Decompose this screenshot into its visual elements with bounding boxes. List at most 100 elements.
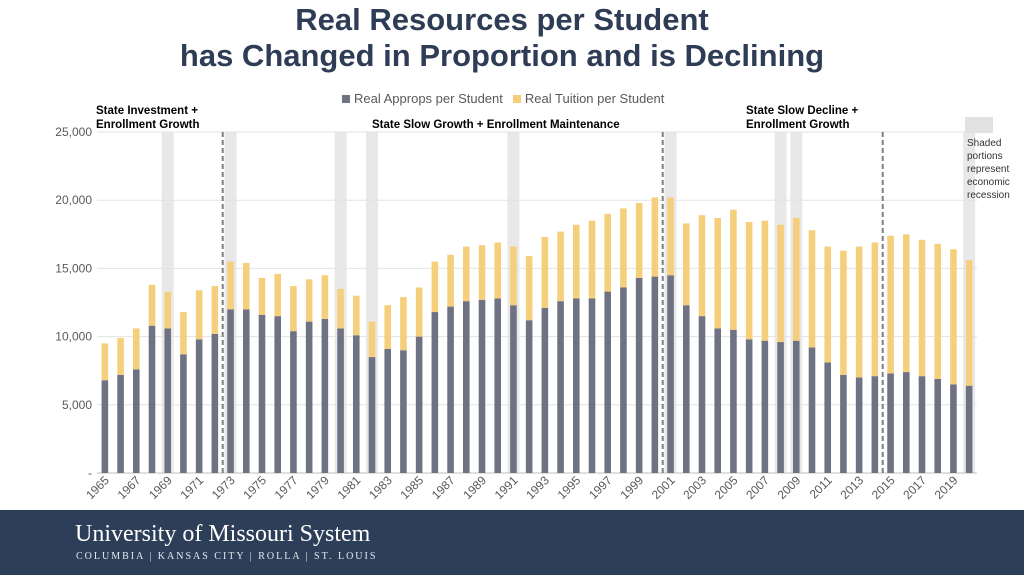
bar-tuition-2011: [824, 246, 832, 363]
x-tick-label-1979: 1979: [303, 473, 332, 502]
x-tick-label-1975: 1975: [240, 473, 269, 502]
recession-note-line-4: economic: [967, 177, 1010, 188]
x-tick-label-1971: 1971: [177, 473, 206, 502]
legend-item-tuition: Real Tuition per Student: [512, 91, 665, 106]
bar-tuition-1980: [337, 288, 344, 329]
bar-tuition-2019: [950, 249, 957, 385]
stacked-bar-chart: - 5,000 10,000 15,000 20,000 25,000 1965 1967 1…: [55, 117, 993, 502]
bar-tuition-2009: [792, 217, 800, 341]
bar-tuition-1988: [462, 246, 470, 302]
x-tick-label-1977: 1977: [272, 473, 301, 502]
x-tick-label-2009: 2009: [775, 473, 804, 502]
era-label-investment-line-1: State Investment +: [96, 105, 198, 117]
bar-approps-2010: [808, 347, 816, 473]
bar-approps-1993: [541, 307, 549, 473]
y-axis-labels: - 5,000 10,000 15,000 20,000 25,000: [55, 125, 92, 480]
bar-approps-2015: [887, 373, 894, 473]
bar-tuition-2018: [934, 243, 942, 379]
footer-bar: University of Missouri System COLUMBIA |…: [0, 510, 1024, 575]
bar-tuition-1972: [211, 286, 219, 334]
bar-tuition-1981: [352, 295, 360, 336]
x-tick-label-1969: 1969: [146, 473, 175, 502]
bar-approps-2019: [950, 384, 957, 473]
bar-tuition-1965: [101, 343, 109, 381]
bar-approps-1991: [510, 305, 517, 473]
bar-tuition-1977: [290, 286, 297, 332]
era-label-slow-growth: State Slow Growth + Enrollment Maintenan…: [372, 119, 620, 131]
bar-approps-1979: [321, 318, 329, 473]
x-tick-label-1999: 1999: [617, 473, 646, 502]
bar-approps-1996: [588, 298, 596, 473]
bar-approps-1981: [352, 335, 360, 473]
bar-approps-2004: [714, 328, 722, 473]
university-name: University of Missouri System: [75, 521, 371, 547]
bar-tuition-2008: [777, 224, 784, 343]
bar-approps-1986: [431, 312, 439, 473]
bar-approps-2020: [965, 385, 973, 473]
bar-approps-2002: [682, 305, 690, 473]
y-tick-label-20000: 20,000: [55, 193, 92, 207]
bar-tuition-1986: [431, 261, 439, 313]
bar-approps-1968: [148, 325, 156, 473]
era-dividers: [221, 132, 884, 473]
bar-tuition-2016: [902, 234, 910, 373]
bar-tuition-1971: [195, 290, 203, 340]
bar-tuition-1989: [478, 245, 486, 300]
bar-approps-1985: [415, 336, 423, 473]
chart-title-line-2: has Changed in Proportion and is Declini…: [179, 38, 825, 73]
bar-approps-1998: [620, 287, 627, 473]
bar-tuition-1968: [148, 284, 156, 326]
bar-approps-1994: [557, 301, 564, 473]
bar-tuition-1974: [242, 262, 250, 310]
bar-approps-2000: [651, 276, 659, 473]
x-tick-label-1991: 1991: [492, 473, 521, 502]
bar-tuition-2020: [965, 260, 973, 386]
y-tick-label-25000: 25,000: [55, 125, 92, 139]
bar-tuition-1982: [368, 321, 376, 358]
bar-approps-1966: [117, 374, 124, 473]
bar-approps-2013: [855, 377, 863, 473]
era-label-slow-decline: State Slow Decline + Enrollment Growth: [746, 104, 858, 132]
legend-label-tuition: Real Tuition per Student: [524, 91, 665, 106]
recession-note: Shaded portions represent economic reces…: [967, 137, 1022, 202]
x-tick-label-1985: 1985: [397, 473, 426, 502]
bar-tuition-2004: [714, 217, 722, 329]
bar-tuition-1983: [384, 305, 392, 349]
era-label-slow-decline-line-1: State Slow Decline +: [746, 105, 859, 117]
x-tick-label-1983: 1983: [366, 473, 395, 502]
bar-approps-1980: [337, 328, 344, 473]
bar-tuition-1975: [258, 277, 266, 315]
bar-approps-1971: [195, 339, 203, 473]
bar-tuition-2006: [745, 222, 753, 340]
bar-approps-2017: [918, 376, 926, 473]
bar-tuition-2014: [871, 242, 879, 377]
bar-tuition-2010: [808, 230, 816, 348]
recession-note-line-3: represent: [967, 164, 1010, 175]
x-tick-label-1981: 1981: [335, 473, 364, 502]
bar-approps-2005: [730, 329, 737, 473]
x-tick-label-2007: 2007: [743, 473, 772, 502]
x-tick-label-1973: 1973: [209, 473, 238, 502]
bar-tuition-2015: [887, 235, 894, 374]
bar-tuition-1992: [525, 256, 533, 321]
bar-tuition-1995: [572, 224, 580, 299]
bar-tuition-2013: [855, 246, 863, 378]
bar-tuition-2017: [918, 239, 926, 377]
bar-approps-2012: [840, 374, 847, 473]
era-label-investment: State Investment + Enrollment Growth: [96, 104, 200, 132]
bar-approps-1989: [478, 299, 486, 473]
bar-approps-1965: [101, 380, 109, 473]
bar-tuition-1987: [447, 254, 454, 307]
bar-approps-1990: [494, 298, 502, 473]
y-tick-label-15000: 15,000: [55, 261, 92, 275]
era-label-investment-line-2: Enrollment Growth: [96, 119, 200, 131]
bar-tuition-1978: [305, 279, 313, 322]
recession-note-line-5: recession: [967, 190, 1010, 201]
bars: [101, 197, 973, 473]
bar-approps-2018: [934, 378, 942, 473]
bar-approps-2007: [761, 340, 769, 473]
bar-approps-1999: [635, 277, 643, 473]
legend-swatch-approps: [342, 94, 350, 103]
x-axis-labels: 1965 1967 1969 1971 1973 1975 1977 1979 1981 1983…: [83, 473, 961, 502]
x-tick-label-2005: 2005: [712, 473, 741, 502]
